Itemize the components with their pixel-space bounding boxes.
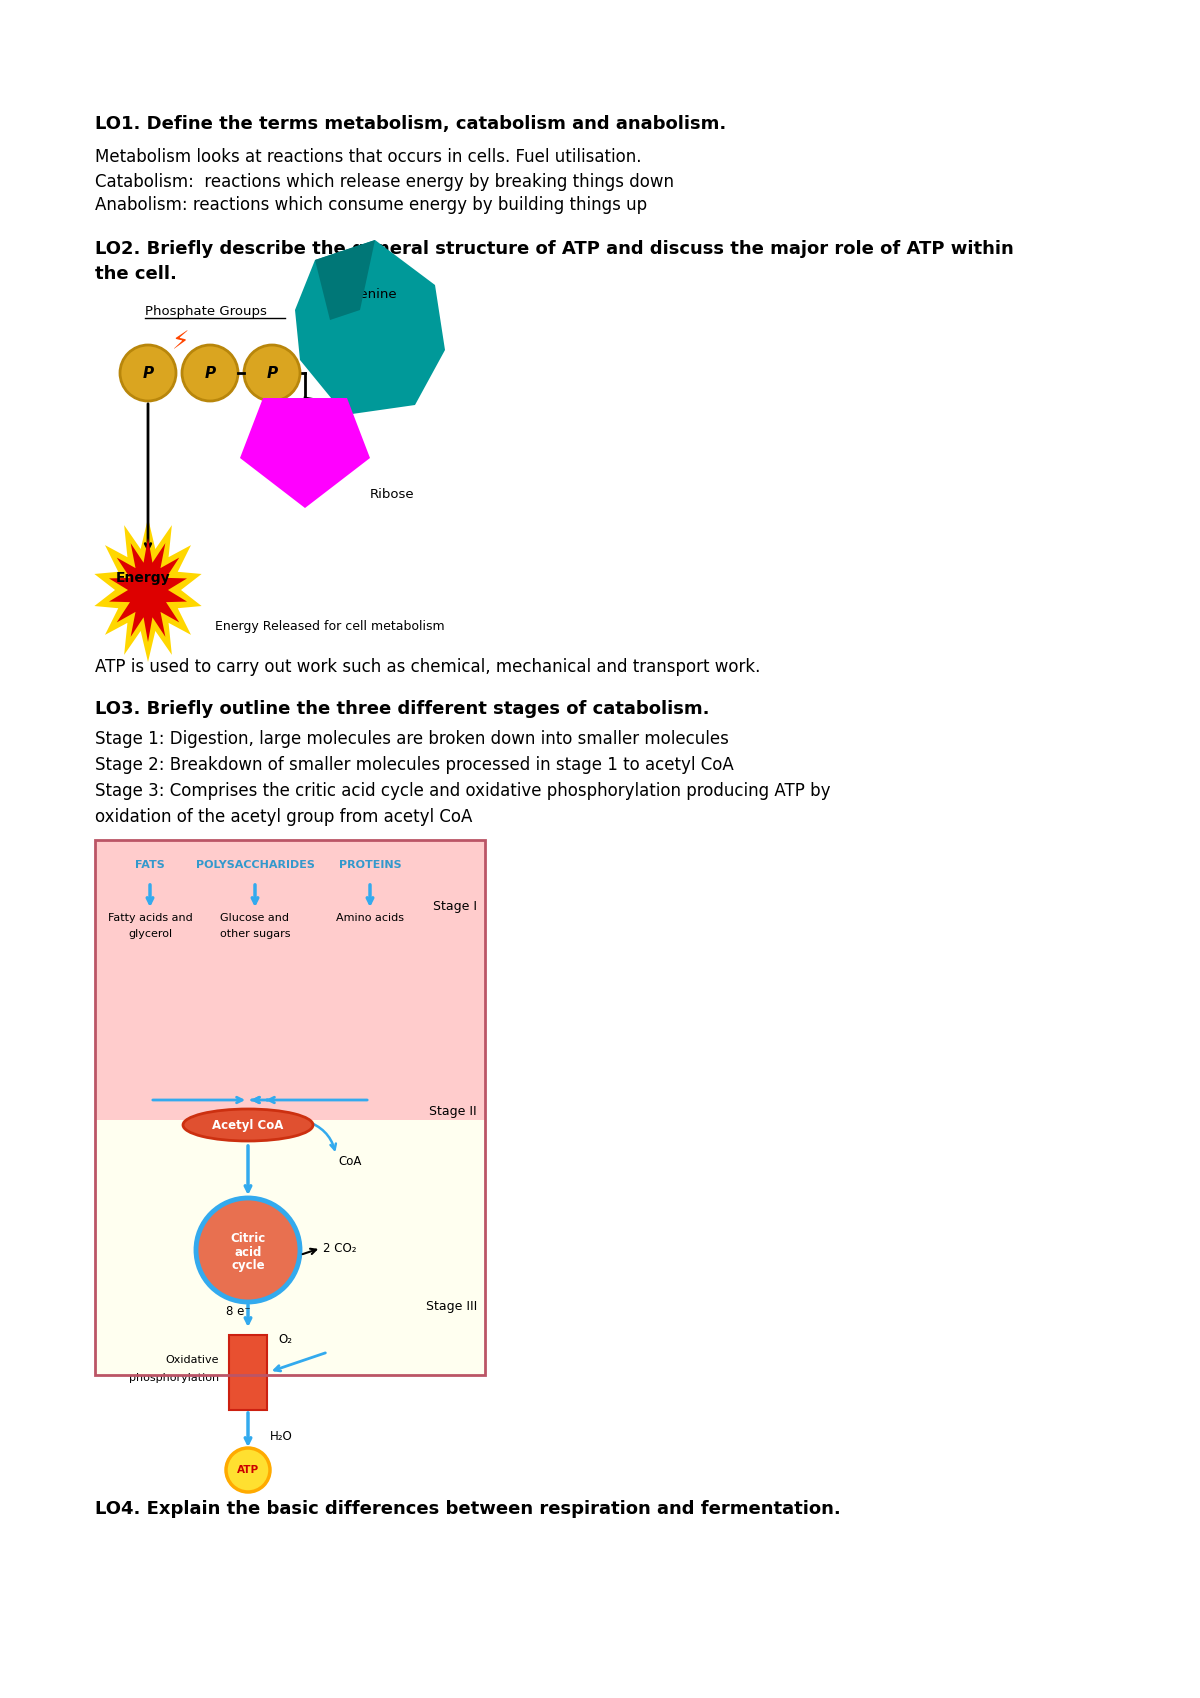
Text: Adenine: Adenine bbox=[343, 289, 397, 301]
Polygon shape bbox=[109, 538, 187, 642]
Text: Stage 2: Breakdown of smaller molecules processed in stage 1 to acetyl CoA: Stage 2: Breakdown of smaller molecules … bbox=[95, 756, 733, 774]
Text: ATP is used to carry out work such as chemical, mechanical and transport work.: ATP is used to carry out work such as ch… bbox=[95, 659, 761, 676]
Text: 8 e⁻: 8 e⁻ bbox=[226, 1306, 251, 1318]
Circle shape bbox=[182, 345, 238, 401]
Polygon shape bbox=[95, 518, 202, 662]
Ellipse shape bbox=[182, 1109, 313, 1141]
Circle shape bbox=[196, 1199, 300, 1302]
Text: Stage III: Stage III bbox=[426, 1301, 478, 1313]
FancyBboxPatch shape bbox=[95, 1121, 485, 1375]
Polygon shape bbox=[295, 239, 445, 414]
Text: phosphorylation: phosphorylation bbox=[128, 1374, 220, 1382]
Text: O₂: O₂ bbox=[278, 1333, 292, 1347]
Text: Oxidative: Oxidative bbox=[166, 1355, 220, 1365]
Text: Energy: Energy bbox=[115, 571, 170, 586]
Text: ⚡: ⚡ bbox=[173, 329, 190, 353]
Text: oxidation of the acetyl group from acetyl CoA: oxidation of the acetyl group from acety… bbox=[95, 808, 473, 825]
Circle shape bbox=[120, 345, 176, 401]
Text: acid: acid bbox=[234, 1246, 262, 1258]
Text: P: P bbox=[204, 365, 216, 380]
Text: P: P bbox=[143, 365, 154, 380]
Text: Catabolism:  reactions which release energy by breaking things down: Catabolism: reactions which release ener… bbox=[95, 173, 674, 190]
Text: FATS: FATS bbox=[136, 859, 164, 869]
Text: Fatty acids and: Fatty acids and bbox=[108, 914, 192, 924]
Text: Energy Released for cell metabolism: Energy Released for cell metabolism bbox=[215, 620, 445, 633]
Text: PROTEINS: PROTEINS bbox=[338, 859, 401, 869]
Text: Stage 1: Digestion, large molecules are broken down into smaller molecules: Stage 1: Digestion, large molecules are … bbox=[95, 730, 728, 749]
Text: Glucose and: Glucose and bbox=[221, 914, 289, 924]
Text: Phosphate Groups: Phosphate Groups bbox=[145, 306, 266, 318]
Text: Stage II: Stage II bbox=[430, 1105, 478, 1117]
Text: glycerol: glycerol bbox=[128, 929, 172, 939]
Text: ATP: ATP bbox=[236, 1465, 259, 1476]
Text: P: P bbox=[266, 365, 277, 380]
Text: cycle: cycle bbox=[232, 1260, 265, 1272]
FancyBboxPatch shape bbox=[229, 1335, 266, 1409]
Circle shape bbox=[226, 1448, 270, 1493]
Polygon shape bbox=[240, 397, 370, 508]
Text: Acetyl CoA: Acetyl CoA bbox=[212, 1119, 283, 1131]
Text: Anabolism: reactions which consume energy by building things up: Anabolism: reactions which consume energ… bbox=[95, 195, 647, 214]
Text: the cell.: the cell. bbox=[95, 265, 176, 284]
Text: LO1. Define the terms metabolism, catabolism and anabolism.: LO1. Define the terms metabolism, catabo… bbox=[95, 115, 726, 132]
Text: LO3. Briefly outline the three different stages of catabolism.: LO3. Briefly outline the three different… bbox=[95, 700, 709, 718]
Text: LO4. Explain the basic differences between respiration and fermentation.: LO4. Explain the basic differences betwe… bbox=[95, 1499, 841, 1518]
Text: Citric: Citric bbox=[230, 1231, 265, 1245]
Text: Ribose: Ribose bbox=[370, 487, 415, 501]
FancyBboxPatch shape bbox=[95, 841, 485, 1121]
Text: CoA: CoA bbox=[338, 1155, 361, 1168]
Circle shape bbox=[244, 345, 300, 401]
Text: POLYSACCHARIDES: POLYSACCHARIDES bbox=[196, 859, 314, 869]
Text: Amino acids: Amino acids bbox=[336, 914, 404, 924]
Text: LO2. Briefly describe the general structure of ATP and discuss the major role of: LO2. Briefly describe the general struct… bbox=[95, 239, 1014, 258]
Text: Stage 3: Comprises the critic acid cycle and oxidative phosphorylation producing: Stage 3: Comprises the critic acid cycle… bbox=[95, 783, 830, 800]
Polygon shape bbox=[314, 239, 374, 319]
Text: 2 CO₂: 2 CO₂ bbox=[323, 1241, 356, 1255]
Text: Metabolism looks at reactions that occurs in cells. Fuel utilisation.: Metabolism looks at reactions that occur… bbox=[95, 148, 642, 166]
Text: other sugars: other sugars bbox=[220, 929, 290, 939]
Text: H₂O: H₂O bbox=[270, 1430, 293, 1443]
Text: Stage I: Stage I bbox=[433, 900, 478, 914]
